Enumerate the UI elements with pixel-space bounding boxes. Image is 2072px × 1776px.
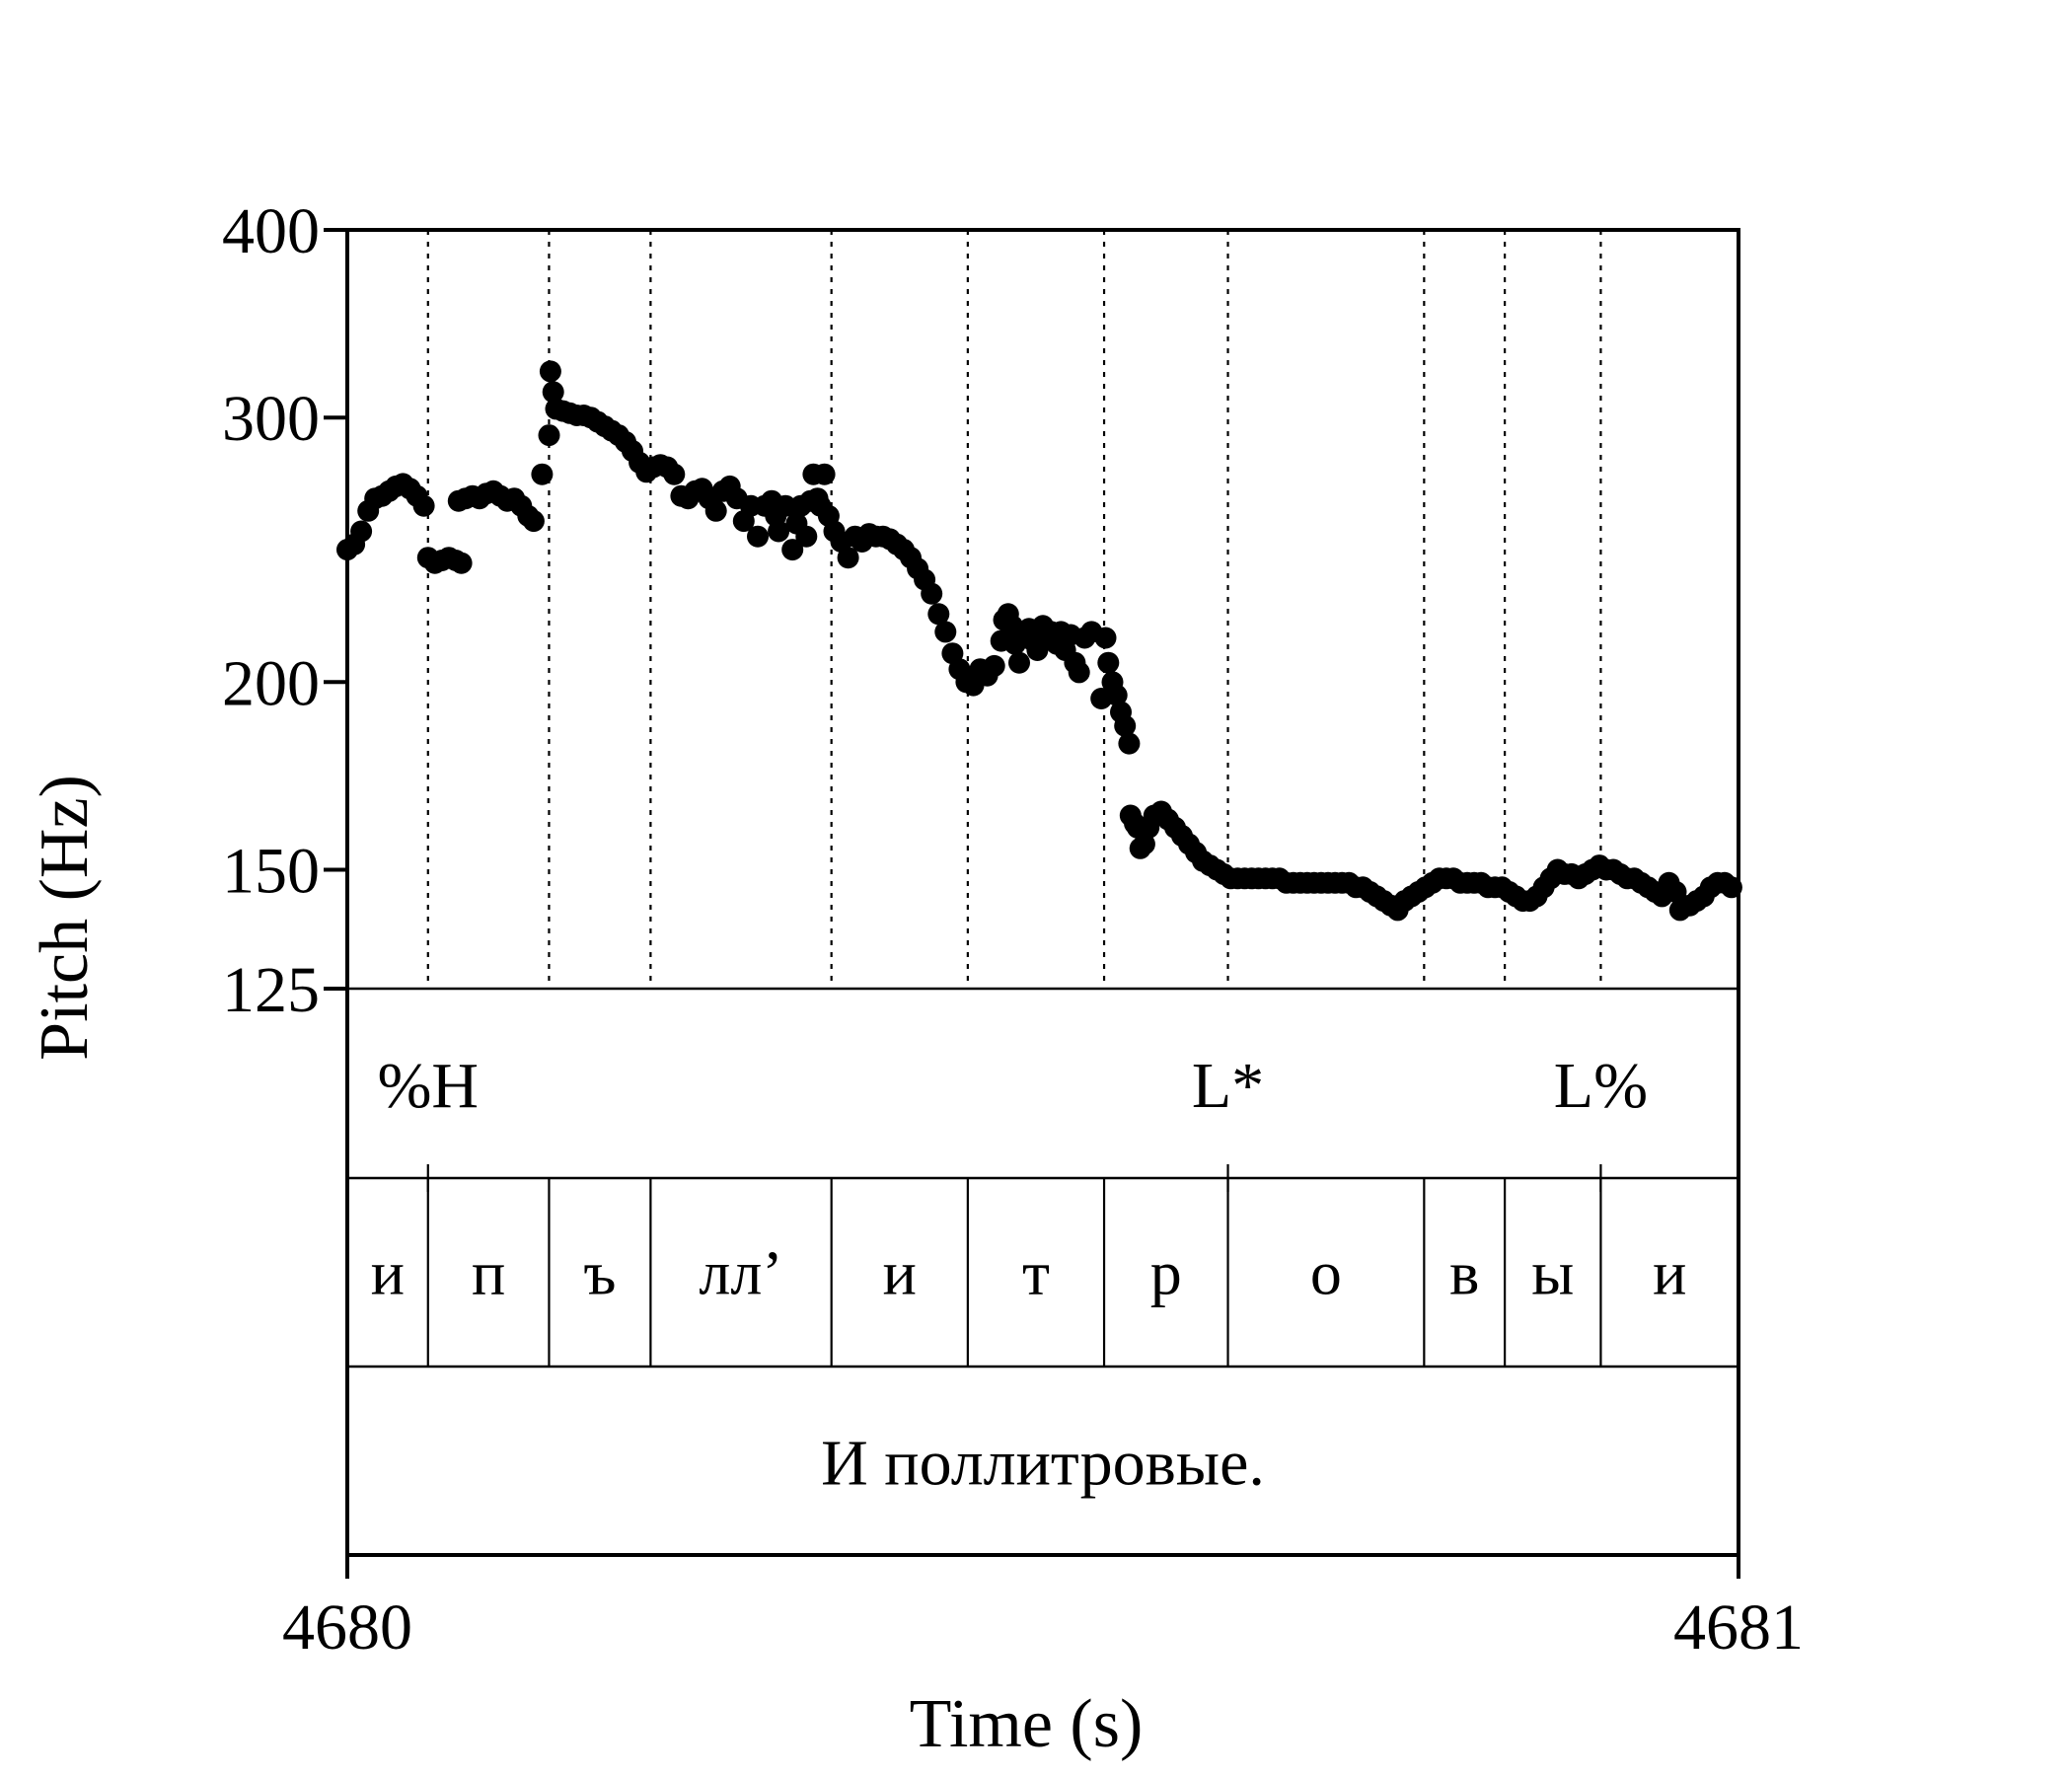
plot-frame <box>345 228 1740 1557</box>
pitch-point <box>522 510 545 533</box>
pitch-point <box>1133 833 1155 855</box>
x-tick-label: 4680 <box>282 1591 412 1664</box>
pitch-point <box>813 463 836 485</box>
pitch-point <box>747 525 769 548</box>
tone-label: L* <box>1192 1050 1264 1122</box>
y-tick-label: 150 <box>222 835 320 907</box>
y-tick-label: 125 <box>222 954 320 1026</box>
y-tick-label: 400 <box>222 195 320 267</box>
pitch-point <box>704 499 727 522</box>
segment-label: лл’ <box>699 1238 782 1308</box>
segment-label: р <box>1150 1238 1182 1308</box>
pitch-point <box>539 360 561 383</box>
pitch-point <box>1118 732 1141 755</box>
pitch-point <box>1105 684 1128 706</box>
pitch-point <box>542 381 564 404</box>
pitch-point <box>663 463 686 485</box>
tone-label: L% <box>1554 1050 1648 1122</box>
segment-label: т <box>1022 1238 1050 1308</box>
plot-area <box>336 230 1742 989</box>
segment-label: и <box>883 1238 917 1308</box>
pitch-point <box>837 547 859 569</box>
pitch-point <box>531 463 554 485</box>
annotation-tiers: %H L* L%и п ъ лл’ и т р о в ы иИ поллитровые. <box>347 987 1739 1500</box>
pitch-point <box>781 539 804 561</box>
pitch-point <box>350 520 373 543</box>
pitch-point <box>934 621 957 643</box>
axes: 400 300 200 150 125 4680 4681 <box>222 195 1804 1664</box>
pitch-point <box>1114 714 1137 737</box>
pitch-point <box>775 494 797 517</box>
y-axis-title: Pitch (Hz) <box>27 775 103 1061</box>
pitch-point <box>450 552 473 574</box>
y-tick-label: 300 <box>222 383 320 455</box>
x-tick-label: 4681 <box>1673 1591 1804 1664</box>
x-axis-title: Time (s) <box>910 1686 1144 1762</box>
pitch-point <box>921 582 943 605</box>
sentence-label: И поллитровые. <box>821 1428 1265 1500</box>
segment-label: о <box>1310 1238 1342 1308</box>
pitch-point <box>538 424 560 447</box>
segment-label: ъ <box>583 1238 616 1308</box>
segment-label: и <box>1653 1238 1686 1308</box>
pitch-point <box>412 494 435 517</box>
pitch-point <box>927 603 950 626</box>
pitch-point <box>1094 627 1117 649</box>
pitch-point <box>768 520 790 543</box>
y-tick-label: 200 <box>222 647 320 719</box>
tone-label: %H <box>377 1050 479 1122</box>
segment-label: в <box>1449 1238 1479 1308</box>
pitch-point <box>1008 651 1030 674</box>
pitch-point <box>983 654 1005 677</box>
segment-label: ы <box>1531 1238 1574 1308</box>
pitch-point <box>795 525 818 548</box>
segment-label: п <box>472 1238 505 1308</box>
pitch-point <box>1068 661 1090 684</box>
segment-label: и <box>371 1238 405 1308</box>
pitch-point <box>1097 651 1120 674</box>
